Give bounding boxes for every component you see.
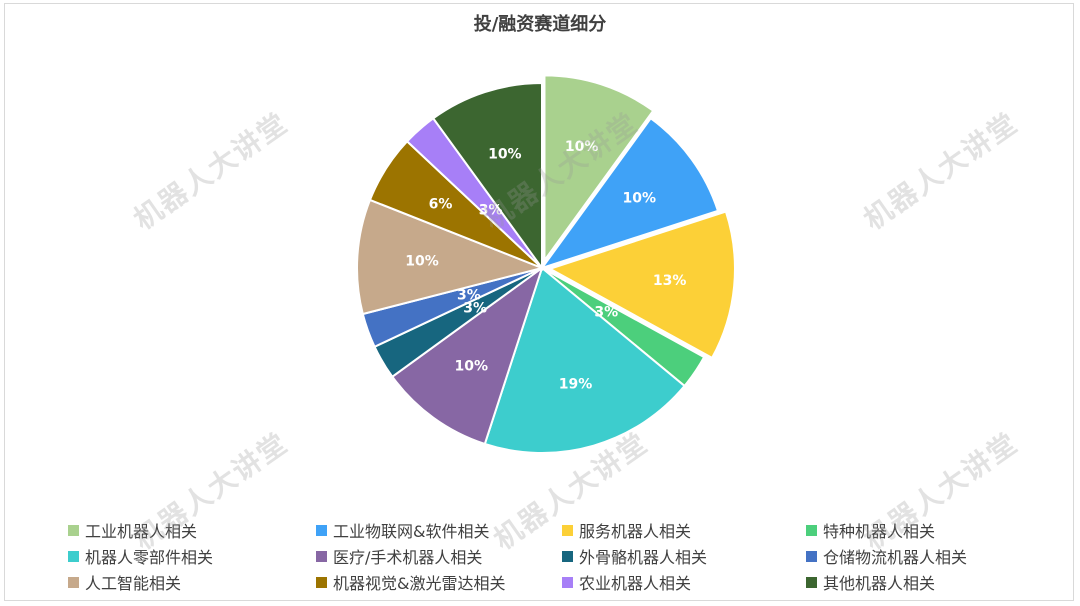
pie-slice	[356, 198, 546, 316]
pie-slice	[547, 210, 736, 360]
legend-item: 特种机器人相关	[806, 518, 1046, 542]
legend-label: 机器视觉&激光雷达相关	[333, 574, 506, 593]
legend-swatch	[316, 550, 327, 562]
pie-slice	[390, 265, 544, 446]
pie-slice	[431, 81, 543, 272]
legend-item: 农业机器人相关	[562, 570, 806, 594]
legend-item: 医疗/手术机器人相关	[316, 544, 562, 568]
legend-label: 工业物联网&软件相关	[333, 522, 490, 541]
legend-label: 农业机器人相关	[579, 574, 692, 593]
legend-label: 外骨骼机器人相关	[579, 548, 708, 567]
data-label: 3%	[479, 203, 503, 219]
legend-item: 工业物联网&软件相关	[316, 518, 562, 542]
legend-label: 仓储物流机器人相关	[823, 548, 968, 567]
chart-legend: 工业机器人相关 工业物联网&软件相关 服务机器人相关 特种机器人相关机器人零部件相关 医…	[68, 518, 1068, 594]
legend-label: 工业机器人相关	[85, 522, 198, 541]
data-label: 6%	[429, 197, 453, 213]
legend-swatch	[562, 550, 573, 562]
data-label: 10%	[405, 253, 439, 269]
legend-swatch	[562, 576, 573, 588]
chart-title: 投/融资赛道细分	[473, 14, 607, 35]
data-label: 10%	[623, 190, 657, 206]
pie-slice	[543, 74, 655, 264]
legend-item: 仓储物流机器人相关	[806, 544, 1046, 568]
legend-label: 其他机器人相关	[823, 574, 936, 593]
legend-item: 工业机器人相关	[68, 518, 316, 542]
legend-item: 机器人零部件相关	[68, 544, 316, 568]
data-label: 19%	[559, 376, 593, 392]
legend-label: 服务机器人相关	[579, 522, 692, 541]
legend-label: 人工智能相关	[85, 574, 182, 593]
pie-slice	[483, 266, 686, 454]
legend-swatch	[806, 576, 817, 588]
legend-swatch	[68, 524, 79, 536]
pie-chart: 10%10%13%3%19%10%3%3%10%6% 3%10%	[356, 74, 736, 454]
data-label: 10%	[455, 358, 489, 374]
legend-swatch	[68, 576, 79, 588]
legend-item: 其他机器人相关	[806, 570, 1046, 594]
legend-item: 外骨骼机器人相关	[562, 544, 806, 568]
data-label: 13%	[653, 273, 687, 289]
data-label: 3%	[463, 301, 487, 317]
legend-item: 人工智能相关	[68, 570, 316, 594]
data-label: 3%	[594, 305, 618, 321]
legend-swatch	[316, 524, 327, 536]
legend-swatch	[562, 524, 573, 536]
legend-label: 医疗/手术机器人相关	[333, 548, 483, 567]
legend-swatch	[316, 576, 327, 588]
legend-item: 机器视觉&激光雷达相关	[316, 570, 562, 594]
data-label: 10%	[565, 139, 599, 155]
legend-label: 机器人零部件相关	[85, 548, 214, 567]
legend-label: 特种机器人相关	[823, 522, 936, 541]
legend-swatch	[806, 550, 817, 562]
data-label: 10%	[488, 147, 522, 163]
data-label: 3%	[457, 287, 481, 303]
legend-swatch	[68, 550, 79, 562]
pie-slice	[539, 116, 720, 270]
legend-item: 服务机器人相关	[562, 518, 806, 542]
legend-swatch	[806, 524, 817, 536]
chart-frame	[4, 3, 1074, 601]
